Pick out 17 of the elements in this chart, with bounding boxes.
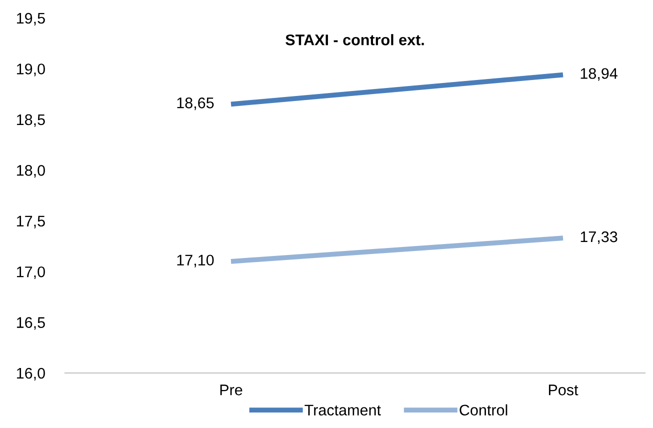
x-tick-label: Pre: [220, 384, 242, 396]
y-tick-label: 17,0: [16, 266, 45, 280]
y-tick-label: 17,5: [16, 216, 45, 228]
data-label: 17,10: [177, 254, 214, 268]
y-tick-label: 19,5: [16, 12, 45, 26]
y-tick-label: 16,0: [16, 368, 45, 380]
y-tick-label: 16,5: [16, 317, 45, 330]
y-tick-label: 18,0: [16, 165, 45, 178]
x-tick-label: Post: [548, 384, 578, 396]
y-tick-label: 19,0: [16, 64, 45, 76]
text: STAXI - control ext.: [286, 34, 424, 46]
data-label: 18,94: [580, 68, 618, 81]
data-label: 18,65: [177, 97, 214, 110]
legend-label: Tractament: [304, 404, 381, 416]
data-label: 17,33: [580, 231, 618, 244]
legend-label: Control: [460, 404, 508, 416]
y-tick-label: 18,5: [16, 114, 45, 127]
